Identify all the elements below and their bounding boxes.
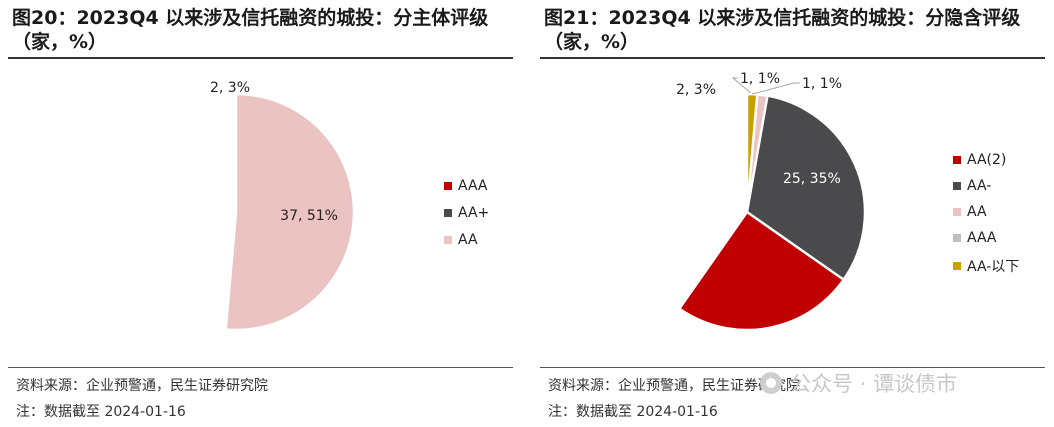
legend-item-2: AA (953, 204, 987, 220)
leader-line-3 (731, 77, 753, 95)
legend-item-4: AA-以下 (953, 256, 1019, 276)
note-text: 注：数据截至 2024-01-16 (16, 404, 186, 420)
pie-slice-1 (745, 92, 867, 282)
legend-item-1: AA- (953, 178, 991, 194)
pie-chart-implied-rating: 43, 60%25, 35%2, 3%1, 1%1, 1% (676, 71, 867, 332)
source-text: 资料来源：企业预警通，民生证券研究院 (548, 378, 800, 394)
title-divider (8, 57, 513, 59)
legend-label: AA (458, 232, 478, 248)
legend-swatch (953, 182, 961, 190)
note-text: 注：数据截至 2024-01-16 (548, 404, 718, 420)
legend-label: AA-以下 (967, 259, 1020, 275)
footer-divider (8, 367, 513, 368)
legend-item-2: AA (444, 232, 478, 248)
legend-label: AA (967, 204, 987, 220)
pie-panel-rating: 图20：2023Q4 以来涉及信托融资的城投：分主体评级（家，%） 2, 3% 3… (8, 0, 518, 427)
slice-label-2: 2, 3% (676, 82, 716, 98)
footer-divider (540, 367, 1045, 368)
chart-title: 图20：2023Q4 以来涉及信托融资的城投：分主体评级（家，%） (12, 7, 489, 53)
slice-label-4: 1, 1% (802, 76, 842, 92)
legend-label: AAA (967, 230, 997, 246)
watermark: 公众号 · 谭谈债市 (760, 368, 957, 398)
legend-label: AAA (458, 178, 488, 194)
legend-label: AA- (967, 178, 992, 194)
legend-swatch (953, 208, 961, 216)
legend-swatch (953, 262, 961, 270)
legend-swatch (444, 209, 452, 217)
leader-line-4 (751, 82, 800, 95)
legend-label: AA+ (458, 205, 490, 221)
slice-label-3: 1, 1% (740, 71, 780, 87)
legend-swatch (444, 236, 452, 244)
pie-panel-implied-rating: 图21：2023Q4 以来涉及信托融资的城投：分隐含评级（家，%） 43, 60… (540, 0, 1050, 427)
wechat-icon (760, 372, 782, 394)
slice-label-1: 25, 35% (783, 171, 841, 187)
slice-label-2: 37, 51% (280, 208, 338, 224)
watermark-text: 公众号 · 谭谈债市 (790, 372, 958, 396)
pie-chart-rating: 2, 3%33, 46%37, 51% (210, 80, 356, 332)
legend-item-0: AAA (444, 178, 488, 194)
source-text: 资料来源：企业预警通，民生证券研究院 (16, 378, 268, 394)
chart-title: 图21：2023Q4 以来涉及信托融资的城投：分隐含评级（家，%） (544, 7, 1021, 53)
slice-label-0: 2, 3% (210, 80, 250, 96)
legend-swatch (444, 182, 452, 190)
legend-swatch (953, 156, 961, 164)
legend-swatch (953, 234, 961, 242)
legend-item-1: AA+ (444, 205, 489, 221)
pie-slice-2 (224, 92, 356, 332)
legend-item-3: AAA (953, 230, 997, 246)
legend-label: AA(2) (967, 152, 1007, 168)
title-divider (540, 57, 1045, 59)
legend-item-0: AA(2) (953, 152, 1006, 168)
